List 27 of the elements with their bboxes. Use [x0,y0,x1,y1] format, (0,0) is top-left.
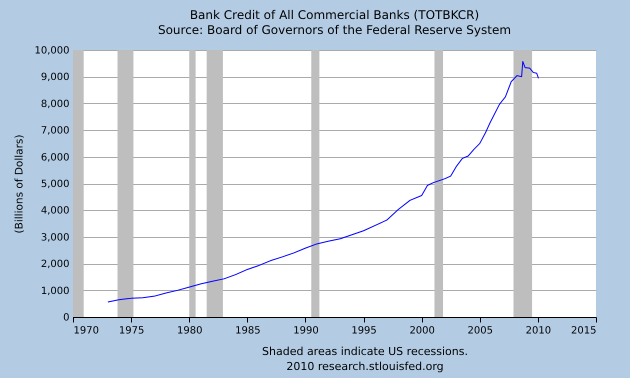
y-tick-label: 8,000 [40,98,70,110]
y-tick-label: 10,000 [34,46,70,56]
chart-title: Bank Credit of All Commercial Banks (TOTBKCR) [190,8,480,22]
y-tick-label: 0 [63,312,70,324]
x-tick-label: 1985 [235,326,261,336]
y-tick-label: 1,000 [40,286,70,297]
y-tick-label: 5,000 [40,179,70,190]
y-tick-label: 7,000 [40,126,70,137]
line-series [107,60,539,303]
x-tick-label: 2005 [468,326,494,336]
y-tick-label: 2,000 [40,259,70,270]
x-tick-label: 1990 [293,326,319,336]
y-tick-label: 3,000 [40,232,70,244]
y-tick-label: 9,000 [40,72,70,84]
y-tick-label: 6,000 [40,152,70,164]
x-tick-label: 2010 [526,326,552,336]
x-tick-label: 1995 [351,326,377,336]
x-tick-label: 2000 [409,326,435,336]
chart-subtitle: Source: Board of Governors of the Federal Reserve System [158,23,512,37]
y-axis-title: (Billions of Dollars) [14,134,26,234]
x-tick-label: 1980 [176,326,202,336]
x-tick-label: 1975 [118,326,144,336]
x-tick-label: 1970 [74,326,99,336]
text: Shaded areas indicate US recessions. [261,344,469,359]
x-tick-label: 2015 [571,326,596,336]
text: 2010 research.stlouisfed.org [285,359,445,374]
y-tick-label: 4,000 [40,206,70,217]
